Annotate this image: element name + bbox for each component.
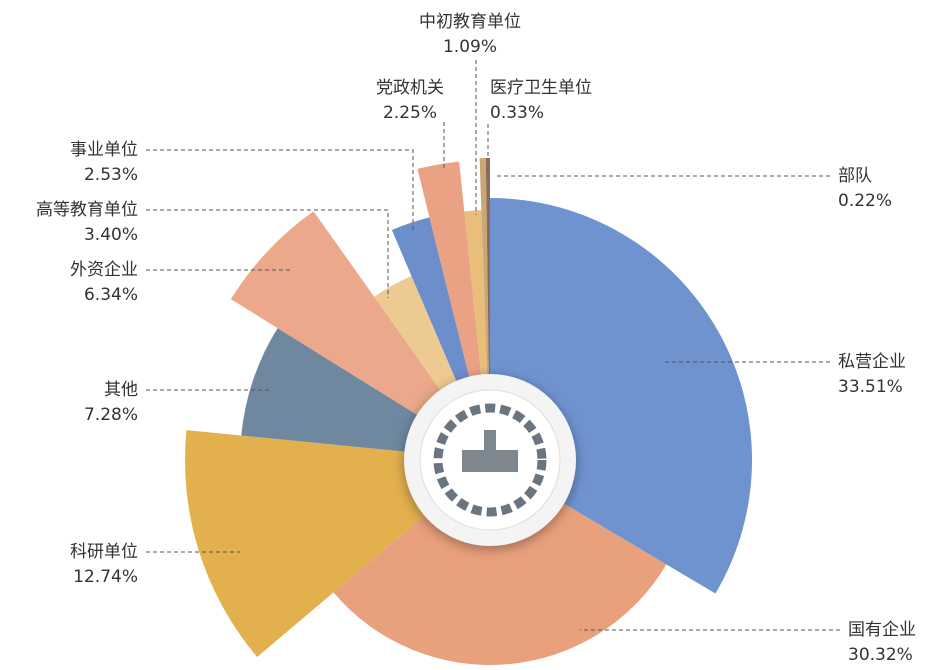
leader-line bbox=[146, 149, 414, 230]
category-label: 其他 bbox=[104, 380, 138, 400]
value-label: 1.09% bbox=[443, 37, 497, 57]
category-label: 高等教育单位 bbox=[36, 200, 138, 220]
pie-slice bbox=[230, 211, 491, 460]
value-label: 30.32% bbox=[848, 645, 913, 665]
value-label: 6.34% bbox=[84, 285, 138, 305]
value-label: 3.40% bbox=[84, 225, 138, 245]
leader-line bbox=[146, 209, 389, 298]
category-label: 中初教育单位 bbox=[419, 12, 521, 32]
category-label: 事业单位 bbox=[70, 140, 138, 160]
category-label: 外资企业 bbox=[70, 260, 138, 280]
category-label: 部队 bbox=[838, 166, 872, 186]
category-label: 医疗卫生单位 bbox=[490, 78, 592, 98]
category-label: 国有企业 bbox=[848, 620, 916, 640]
center-logo bbox=[404, 374, 576, 546]
value-label: 33.51% bbox=[838, 377, 903, 397]
value-label: 7.28% bbox=[84, 405, 138, 425]
value-label: 0.33% bbox=[490, 103, 544, 123]
category-label: 党政机关 bbox=[376, 78, 444, 98]
value-label: 0.22% bbox=[838, 191, 892, 211]
value-label: 2.25% bbox=[383, 103, 437, 123]
value-label: 2.53% bbox=[84, 165, 138, 185]
pie-slice bbox=[333, 460, 667, 665]
category-label: 科研单位 bbox=[70, 542, 138, 562]
category-label: 私营企业 bbox=[838, 352, 906, 372]
value-label: 12.74% bbox=[73, 567, 138, 587]
